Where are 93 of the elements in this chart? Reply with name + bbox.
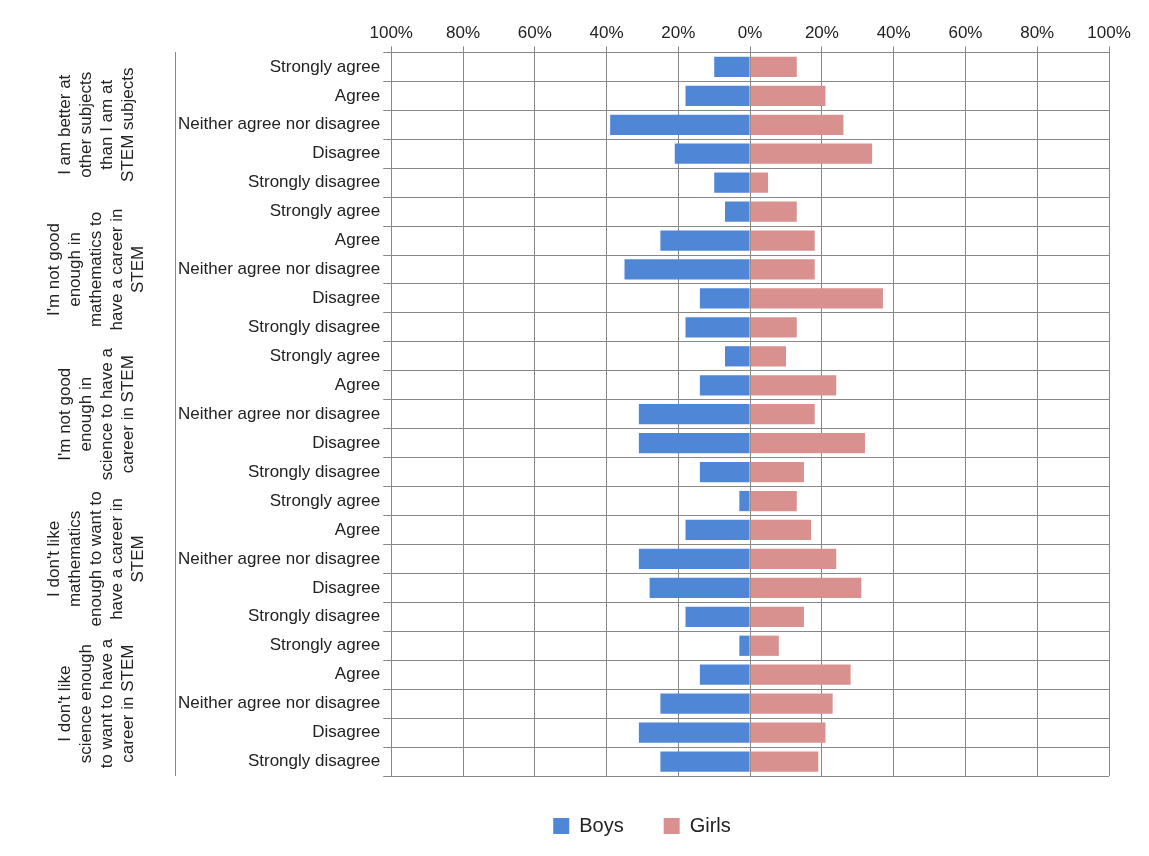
- text: I don't like mathematics enough to want to have a career in STEM: [44, 491, 148, 627]
- text: I am better at other subjects than I am at STEM subjects: [54, 67, 137, 182]
- bar: [724, 201, 750, 222]
- bar: [685, 606, 750, 627]
- y-tick-label: Strongly agree: [269, 56, 381, 76]
- bar: [750, 519, 812, 541]
- bar: [750, 201, 797, 222]
- bar: [638, 548, 750, 570]
- y-tick-label: Neither agree nor disagree: [178, 259, 381, 279]
- x-tick-label: 20%: [804, 22, 839, 42]
- bar: [750, 433, 865, 454]
- bar: [638, 404, 750, 425]
- bar: [660, 751, 750, 772]
- bar: [750, 114, 844, 135]
- bar: [685, 519, 750, 541]
- bar: [624, 259, 750, 280]
- bar: [750, 259, 815, 280]
- y-tick-label: Strongly disagree: [247, 317, 381, 337]
- bar: [750, 288, 883, 309]
- bar: [750, 172, 769, 193]
- bar: [674, 143, 750, 164]
- y-tick-label: Strongly disagree: [247, 751, 381, 771]
- y-tick-label: Disagree: [312, 288, 381, 308]
- y-tick-label: Neither agree nor disagree: [178, 403, 381, 423]
- y-tick-label: Neither agree nor disagree: [178, 114, 381, 134]
- bar: [699, 461, 750, 483]
- bar: [610, 114, 750, 135]
- bar: [714, 56, 750, 77]
- x-tick-label: 0%: [737, 22, 763, 42]
- bar: [750, 751, 819, 772]
- y-tick-label: Disagree: [312, 143, 381, 163]
- bar: [750, 722, 826, 743]
- bar: [750, 606, 804, 627]
- text: I'm not good enough in science to have a career in STEM: [54, 347, 137, 481]
- bar: [649, 577, 750, 598]
- y-tick-label: Agree: [334, 85, 381, 105]
- y-tick-label: Agree: [334, 519, 381, 539]
- bar: [750, 230, 815, 251]
- x-tick-label: 60%: [517, 22, 552, 42]
- bar: [750, 635, 779, 656]
- y-tick-label: Strongly agree: [269, 635, 381, 655]
- bar: [750, 490, 797, 512]
- y-tick-label: Strongly disagree: [247, 461, 381, 481]
- y-tick-label: Neither agree nor disagree: [178, 693, 381, 713]
- y-tick-label: Neither agree nor disagree: [178, 548, 381, 568]
- y-tick-label: Strongly agree: [269, 346, 381, 365]
- x-tick-label: 80%: [445, 22, 481, 42]
- bar: [714, 172, 750, 193]
- bar: [750, 85, 826, 106]
- bar: [699, 375, 750, 396]
- bar: [750, 143, 873, 164]
- bar: [750, 346, 786, 367]
- y-tick-label: Strongly disagree: [247, 606, 381, 626]
- y-tick-label: Agree: [334, 664, 381, 684]
- text: I don't like science enough to want to have a career in STEM: [54, 638, 137, 769]
- x-tick-label: 40%: [876, 22, 911, 42]
- bar: [739, 490, 750, 512]
- bar: [750, 577, 862, 598]
- y-tick-label: Strongly agree: [269, 490, 381, 510]
- x-tick-label: 40%: [589, 22, 624, 42]
- bar: [750, 56, 797, 77]
- y-tick-label: Disagree: [312, 577, 381, 597]
- bar: [750, 693, 833, 714]
- bar: [685, 317, 750, 338]
- x-tick-label: 80%: [1020, 22, 1055, 42]
- bar: [724, 346, 750, 367]
- legend-label: Boys: [579, 813, 624, 836]
- bar: [685, 85, 750, 106]
- bar: [660, 230, 750, 251]
- y-tick-label: Strongly agree: [269, 201, 381, 221]
- y-tick-label: Agree: [334, 374, 381, 394]
- y-tick-label: Strongly disagree: [247, 172, 381, 192]
- y-tick-label: Disagree: [312, 432, 381, 452]
- bar: [750, 404, 815, 425]
- bar: [750, 548, 837, 570]
- bar: [699, 664, 750, 685]
- x-tick-label: 60%: [948, 22, 983, 42]
- y-tick-label: Disagree: [312, 722, 381, 742]
- bar: [660, 693, 750, 714]
- bar: [750, 317, 797, 338]
- bar: [750, 375, 837, 396]
- bar: [699, 288, 750, 309]
- y-tick-label: Agree: [334, 230, 381, 250]
- x-tick-label: 100%: [1087, 22, 1131, 42]
- legend-label: Girls: [689, 813, 731, 836]
- bar: [750, 461, 804, 483]
- bar: [638, 722, 750, 743]
- bar: [739, 635, 750, 656]
- bar: [750, 664, 851, 685]
- x-tick-label: 100%: [369, 22, 413, 42]
- text: I'm not good enough in mathematics to have a career in STEM: [44, 208, 148, 331]
- x-tick-label: 20%: [661, 22, 696, 42]
- bar: [638, 433, 750, 454]
